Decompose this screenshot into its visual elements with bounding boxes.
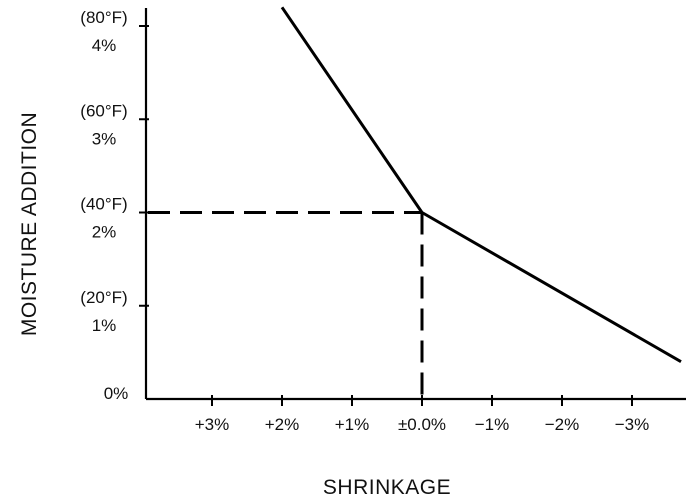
y-axis-ticks: 0% (20°F) 1% (40°F) 2% (60°F) 3% (80°F) 4% — [80, 8, 149, 403]
y-tick-temp-label: (80°F) — [80, 8, 127, 27]
x-tick-label: −3% — [615, 415, 650, 434]
dashed-guides — [148, 211, 424, 399]
y-axis-title: MOISTURE ADDITION — [18, 112, 41, 336]
x-tick-label: +2% — [265, 415, 300, 434]
x-axis-title: SHRINKAGE — [323, 476, 451, 499]
x-tick-label: −2% — [545, 415, 580, 434]
x-axis-ticks: +3% +2% +1% ±0.0% −1% −2% −3% — [195, 395, 650, 434]
x-tick-label: +1% — [335, 415, 370, 434]
x-tick-label: +3% — [195, 415, 230, 434]
y-tick-temp-label: (60°F) — [80, 101, 127, 120]
y-tick-label: 2% — [92, 223, 117, 242]
axes — [144, 8, 686, 401]
x-tick-label: ±0.0% — [398, 415, 446, 434]
series-line — [280, 6, 682, 363]
y-tick-label: 0% — [104, 384, 129, 403]
y-tick-label: 1% — [92, 316, 117, 335]
y-tick-label: 4% — [92, 36, 117, 55]
y-tick-temp-label: (20°F) — [80, 288, 127, 307]
y-tick-label: 3% — [92, 129, 117, 148]
x-tick-label: −1% — [475, 415, 510, 434]
y-tick-temp-label: (40°F) — [80, 195, 127, 214]
series-group — [280, 6, 682, 363]
